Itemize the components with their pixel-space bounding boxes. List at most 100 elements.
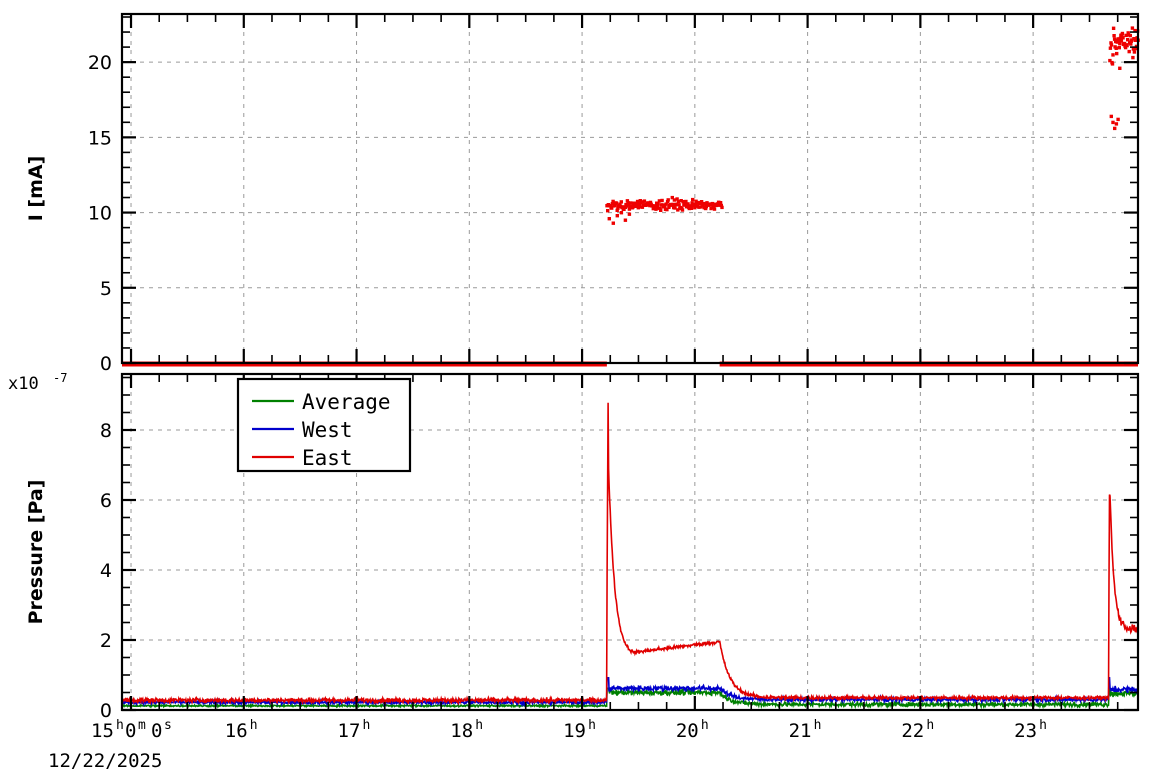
y-tick-label: 5: [100, 278, 112, 300]
data-point: [622, 207, 626, 211]
x-tick-label-part: h: [588, 718, 596, 733]
data-point: [639, 201, 643, 205]
data-point: [653, 204, 657, 208]
legend[interactable]: Average West East: [236, 377, 412, 473]
data-point: [625, 204, 629, 208]
data-point: [670, 195, 674, 200]
axis-titles: I [mA] Pressure [Pa]: [25, 156, 47, 625]
data-point-outlier: [627, 212, 632, 216]
data-point: [638, 199, 642, 203]
x-tick-label-part: 0: [151, 720, 162, 742]
data-point: [690, 201, 694, 205]
data-point: [687, 206, 691, 211]
data-point: [634, 204, 638, 208]
legend-label-west: West: [302, 418, 353, 442]
x-tick-label-part: h: [1039, 718, 1047, 733]
bottom-panel-data: [121, 402, 1139, 710]
data-point: [660, 198, 664, 203]
data-point: [610, 206, 614, 210]
data-point: [720, 205, 724, 210]
data-point: [1112, 34, 1116, 38]
data-point: [663, 204, 667, 208]
data-point: [710, 201, 715, 206]
axes-bottom: [120, 372, 1140, 712]
data-point: [1114, 46, 1118, 50]
x-tick-label-part: 0: [125, 720, 136, 742]
y-tick-label: 6: [100, 490, 112, 512]
y-tick-label: 15: [88, 127, 112, 149]
x-tick-label-part: h: [701, 718, 709, 733]
top-y-tick-labels: 0 5 10 15 20: [88, 52, 112, 375]
data-point: [1108, 46, 1113, 50]
data-point: [635, 199, 640, 204]
legend-label-average: Average: [302, 390, 391, 414]
data-point: [625, 199, 630, 203]
data-point-outlier: [1109, 114, 1113, 119]
data-point: [642, 199, 647, 203]
data-point: [664, 202, 668, 206]
data-point: [1119, 39, 1124, 43]
data-point: [697, 205, 701, 209]
data-point: [618, 202, 622, 206]
bottom-y-axis-title: Pressure [Pa]: [25, 480, 47, 625]
data-point: [1130, 38, 1134, 42]
data-point: [677, 203, 681, 207]
data-point: [1128, 33, 1132, 38]
data-point: [606, 209, 610, 213]
x-tick-label-part: 19: [563, 720, 586, 742]
data-point: [671, 202, 675, 207]
data-point: [689, 204, 693, 208]
x-tick-label-part: h: [814, 718, 822, 733]
data-point: [665, 200, 670, 204]
data-point-outlier: [1116, 117, 1120, 122]
data-point: [1131, 47, 1136, 51]
data-point-outlier: [1118, 66, 1122, 70]
data-point: [1130, 26, 1135, 30]
data-point: [1129, 42, 1133, 46]
exponent-label: x10 -7: [8, 371, 67, 394]
data-point: [691, 197, 695, 202]
data-point: [665, 207, 669, 212]
x-tick-label-part: 22: [901, 720, 924, 742]
data-point: [712, 205, 716, 209]
y-tick-label: 20: [88, 52, 112, 74]
data-point: [693, 206, 697, 210]
x-tick-label-part: 21: [789, 720, 812, 742]
data-point: [1131, 55, 1135, 60]
data-point: [1115, 51, 1119, 56]
data-point: [1126, 31, 1130, 35]
data-point: [667, 205, 671, 209]
data-point: [683, 201, 687, 206]
data-point: [680, 208, 685, 212]
data-point: [679, 199, 683, 203]
date-label: 12/22/2025: [48, 750, 162, 772]
data-point: [1117, 46, 1121, 50]
x-tick-label-part: 18: [450, 720, 473, 742]
date-label-group: 12/22/2025: [48, 750, 162, 772]
data-point: [699, 200, 704, 204]
data-point: [637, 204, 641, 208]
data-point: [704, 206, 708, 211]
y-tick-label: 0: [100, 353, 112, 375]
pressure-trace-west: [121, 677, 1139, 708]
data-point: [686, 202, 690, 206]
data-point: [610, 202, 615, 206]
data-point: [1120, 31, 1125, 36]
data-point: [615, 208, 619, 212]
data-point: [1108, 58, 1112, 63]
data-point: [1116, 37, 1120, 41]
data-point: [712, 207, 717, 211]
data-point: [1127, 49, 1131, 54]
exponent-multiplier: x10: [8, 374, 39, 394]
data-point-outlier: [1114, 122, 1119, 126]
data-point: [672, 198, 677, 202]
data-point: [699, 205, 703, 209]
data-point: [648, 200, 653, 205]
data-point: [611, 199, 615, 204]
data-point: [1122, 41, 1127, 46]
y-tick-label: 2: [100, 630, 112, 652]
data-point: [675, 197, 679, 201]
data-point: [654, 207, 658, 211]
